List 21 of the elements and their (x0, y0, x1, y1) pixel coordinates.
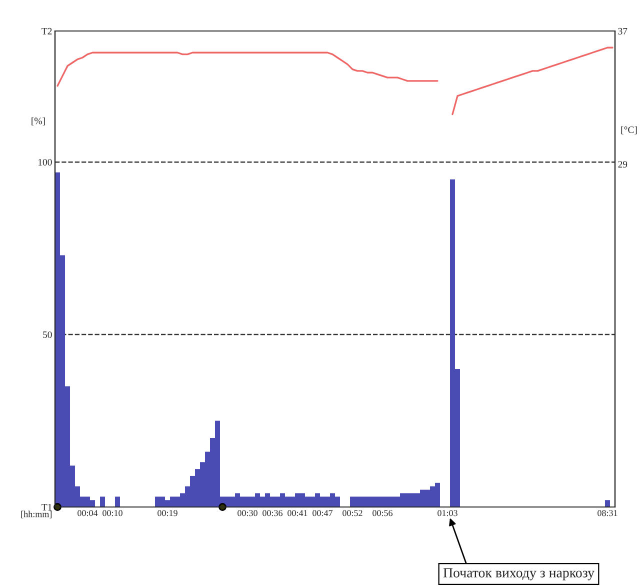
x-tick-label: 01:03 (438, 510, 458, 516)
x-tick-label: 08:31 (598, 510, 618, 516)
x-tick-label: 00:10 (102, 510, 122, 516)
x-tick-label: 00:04 (78, 510, 98, 516)
x-tick-label: 00:19 (158, 510, 178, 516)
y-tick-label: T1 (42, 504, 52, 510)
y-tick-label: T2 (42, 28, 52, 34)
x-tick-label: 00:30 (238, 510, 258, 516)
y-axis-title: [%] (32, 117, 45, 126)
x-tick-label: 00:56 (372, 510, 393, 516)
y-tick-label: 100 (38, 158, 52, 166)
text: Початок виходу з наркозу (443, 568, 594, 580)
x-tick-label: 00:52 (342, 510, 362, 516)
y2-axis-title: [°C] (621, 126, 637, 134)
x-tick-label: 00:41 (288, 510, 308, 516)
y2-tick-label: 29 (618, 161, 628, 168)
y-tick-label: 50 (43, 331, 52, 338)
x-axis-title: [hh:mm] (21, 510, 52, 518)
x-tick-label: 00:36 (262, 510, 283, 516)
x-tick-label: 00:47 (312, 510, 333, 516)
y2-tick-label: 37 (618, 28, 628, 34)
